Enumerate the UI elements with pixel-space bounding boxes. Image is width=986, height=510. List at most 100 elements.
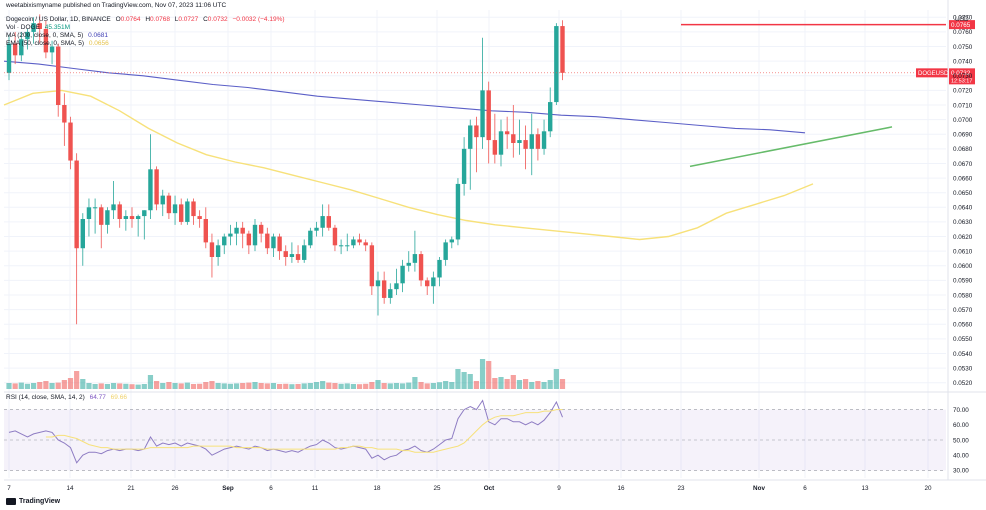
volume-bar <box>141 384 147 389</box>
candle-body <box>412 254 418 263</box>
volume-bar <box>338 383 344 389</box>
rsi-sma-value: 69.66 <box>110 394 127 401</box>
candle-body <box>99 207 104 225</box>
candle-body <box>105 210 110 225</box>
candle-body <box>320 216 325 228</box>
currency-label[interactable]: USD <box>955 16 969 23</box>
candle-body <box>68 122 73 161</box>
price-tick-label: 0.0690 <box>953 132 973 139</box>
candle-body <box>25 31 30 40</box>
volume-bar <box>117 383 123 389</box>
price-tick-label: 0.0640 <box>953 205 973 212</box>
time-tick-label: 6 <box>269 485 273 492</box>
volume-legend: Vol · DOGE 45.351M <box>6 24 70 32</box>
candle-body <box>234 227 239 234</box>
symbol-name[interactable]: Dogecoin / US Dollar, 1D, BINANCE <box>6 16 111 23</box>
symbol-badge <box>916 68 948 78</box>
candle-body <box>437 259 442 278</box>
volume-bar <box>510 375 516 389</box>
volume-bar <box>18 382 24 389</box>
volume-label[interactable]: Vol · DOGE <box>6 24 40 31</box>
volume-bar <box>215 383 221 389</box>
candle-body <box>357 239 362 243</box>
resistance-badge <box>949 20 975 30</box>
candle-body <box>240 227 245 234</box>
candle-body <box>517 140 522 143</box>
price-tick-label: 0.0650 <box>953 190 973 197</box>
time-tick-label: 7 <box>7 485 11 492</box>
volume-bar <box>227 383 233 389</box>
volume-bar <box>55 382 61 389</box>
time-tick-label: 9 <box>557 485 561 492</box>
candle-body <box>43 29 49 53</box>
volume-bar <box>147 375 154 389</box>
volume-bar <box>504 379 510 389</box>
last-price-badge <box>949 68 975 85</box>
volume-bar <box>86 383 92 389</box>
ema-label[interactable]: EMA (50, close, 0, SMA, 5) <box>6 40 85 47</box>
volume-bar <box>307 383 313 389</box>
rsi-legend: RSI (14, close, SMA, 14, 2) 64.77 69.66 <box>6 394 127 401</box>
volume-bar <box>264 383 270 389</box>
trendline <box>689 126 893 168</box>
volume-bar <box>178 383 184 389</box>
volume-bar <box>381 383 387 389</box>
candle-body <box>332 227 338 246</box>
candle-body <box>265 233 270 249</box>
price-tick-label: 0.0610 <box>953 248 973 255</box>
candle-body <box>283 251 288 257</box>
candle-body <box>523 140 528 149</box>
volume-bar <box>24 383 31 389</box>
candles <box>6 14 565 325</box>
high-value: 0.0768 <box>150 16 170 23</box>
volume-bar <box>233 383 240 389</box>
volume-bar <box>492 378 498 389</box>
rsi-sma-series <box>45 409 563 453</box>
candle-body <box>308 230 313 246</box>
ema-legend: EMA (50, close, 0, SMA, 5) 0.0656 <box>6 40 109 48</box>
volume-bar <box>123 383 129 389</box>
volume-bar <box>541 382 547 389</box>
price-tick-label: 0.0530 <box>953 365 973 372</box>
candle-body <box>289 254 295 257</box>
candle-body <box>203 219 208 243</box>
candle-body <box>135 216 141 219</box>
volume-bar <box>31 383 37 389</box>
resistance-badge-label: 0.0765 <box>951 22 971 29</box>
rsi-tick-label: 30.00 <box>953 468 969 475</box>
candle-body <box>271 236 276 249</box>
tradingview-icon <box>6 498 16 505</box>
volume-bar <box>412 377 418 389</box>
ma-label[interactable]: MA (200, close, 0, SMA, 5) <box>6 32 84 39</box>
volume-bar <box>559 379 566 389</box>
volume-bar <box>258 383 264 389</box>
volume-bar <box>37 382 43 389</box>
candle-body <box>277 236 282 252</box>
rsi-label[interactable]: RSI (14, close, SMA, 14, 2) <box>6 394 85 401</box>
time-tick-label: Nov <box>753 485 765 492</box>
rsi-pane: 70.00 60.00 50.00 40.00 30.00 <box>4 399 969 475</box>
time-tick-label: 16 <box>617 485 625 492</box>
volume-bar <box>332 383 338 389</box>
volume-bar <box>166 382 172 389</box>
publisher-line: weetabixismyname published on TradingVie… <box>6 2 227 9</box>
volume-value: 45.351M <box>44 24 71 31</box>
volume-bar <box>547 380 553 389</box>
volume-bar <box>418 382 424 389</box>
candle-body <box>504 131 510 135</box>
brand-name: TradingView <box>19 498 61 505</box>
volume-bar <box>154 381 160 389</box>
volume-bar <box>67 378 74 389</box>
candle-body <box>554 26 559 103</box>
rsi-series <box>8 399 563 464</box>
volume-bar <box>160 383 166 389</box>
rsi-tick-label: 60.00 <box>953 422 969 429</box>
candle-body <box>179 204 184 222</box>
candle-body <box>560 26 565 73</box>
volume-bar <box>326 382 332 389</box>
price-tick-label: 0.0560 <box>953 322 973 329</box>
axes: 0.07700.07600.07500.07400.07300.07200.07… <box>4 0 986 492</box>
volume-bar <box>270 383 277 389</box>
